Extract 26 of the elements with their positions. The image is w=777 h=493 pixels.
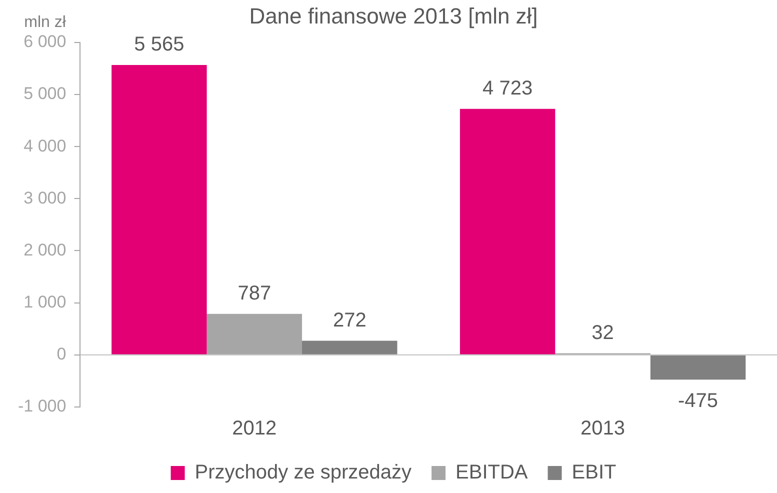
y-tick-label: 3 000 xyxy=(24,188,66,208)
legend-label: EBITDA xyxy=(456,462,528,484)
y-tick-label: -1 000 xyxy=(18,396,66,416)
y-tick-label: 4 000 xyxy=(24,136,66,156)
y-tick-label: 6 000 xyxy=(24,32,66,52)
bar xyxy=(650,355,746,380)
data-label: -475 xyxy=(678,390,718,412)
x-tick-label: 2012 xyxy=(232,418,277,440)
data-label: 4 723 xyxy=(482,77,533,100)
legend-label: Przychody ze sprzedaży xyxy=(194,462,412,484)
data-label: 32 xyxy=(592,322,614,344)
y-tick-label: 2 000 xyxy=(24,240,66,260)
bar xyxy=(460,108,556,354)
x-tick-label: 2013 xyxy=(580,418,626,440)
y-tick-label: 5 000 xyxy=(24,84,66,104)
bar xyxy=(112,65,207,354)
bar xyxy=(206,314,302,354)
y-tick-label: 0 xyxy=(56,344,66,364)
chart-title: Dane finansowe 2013 [mln zł] xyxy=(249,3,538,28)
data-label: 5 565 xyxy=(134,34,184,56)
y-tick-label: 1 000 xyxy=(24,292,66,312)
y-axis-title: mln zł xyxy=(24,14,66,31)
bar xyxy=(302,340,398,354)
data-label: 272 xyxy=(332,309,366,332)
legend-label: EBIT xyxy=(572,462,616,484)
data-label: 787 xyxy=(238,282,272,304)
